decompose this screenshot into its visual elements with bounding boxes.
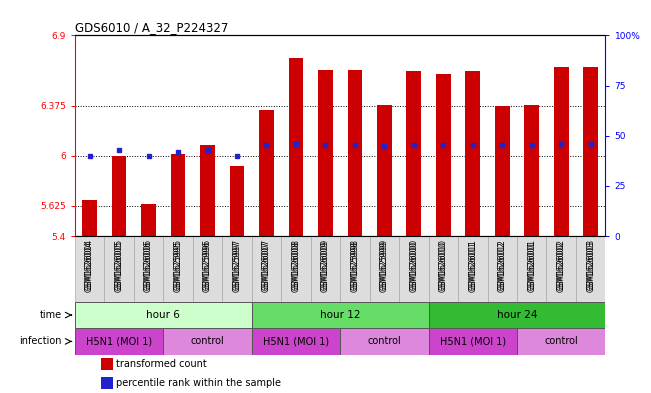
Bar xyxy=(348,70,362,236)
Text: GSM1626009: GSM1626009 xyxy=(321,241,330,292)
Text: GSM1625999: GSM1625999 xyxy=(380,239,389,290)
Text: GSM1626010: GSM1626010 xyxy=(439,241,448,292)
Bar xyxy=(134,236,163,302)
Bar xyxy=(428,302,605,328)
Text: GSM1626001: GSM1626001 xyxy=(527,241,536,292)
Text: GSM1626011: GSM1626011 xyxy=(468,241,477,292)
Text: control: control xyxy=(191,336,225,346)
Text: H5N1 (MOI 1): H5N1 (MOI 1) xyxy=(439,336,506,346)
Bar xyxy=(193,236,222,302)
Bar xyxy=(163,328,252,354)
Text: GSM1626008: GSM1626008 xyxy=(292,241,300,292)
Text: GSM1626007: GSM1626007 xyxy=(262,241,271,292)
Text: hour 6: hour 6 xyxy=(146,310,180,320)
Text: GSM1626008: GSM1626008 xyxy=(292,239,300,290)
Bar xyxy=(230,167,244,236)
Bar xyxy=(517,236,546,302)
Bar xyxy=(311,236,340,302)
Text: GSM1625997: GSM1625997 xyxy=(232,241,242,292)
Text: GSM1626012: GSM1626012 xyxy=(498,241,506,292)
Bar xyxy=(465,72,480,236)
Bar xyxy=(259,110,274,236)
Bar xyxy=(458,236,488,302)
Text: time: time xyxy=(40,310,62,320)
Text: GSM1626004: GSM1626004 xyxy=(85,241,94,292)
Bar xyxy=(104,236,134,302)
Bar xyxy=(82,200,97,236)
Bar xyxy=(399,236,428,302)
Bar xyxy=(141,204,156,236)
Text: GSM1626005: GSM1626005 xyxy=(115,239,124,290)
Bar xyxy=(200,145,215,236)
Text: GSM1625997: GSM1625997 xyxy=(232,239,242,290)
Bar xyxy=(517,328,605,354)
Bar xyxy=(583,68,598,236)
Text: control: control xyxy=(544,336,578,346)
Text: GSM1625996: GSM1625996 xyxy=(203,239,212,290)
Text: GSM1626003: GSM1626003 xyxy=(586,239,595,290)
Bar xyxy=(546,236,576,302)
Text: infection: infection xyxy=(19,336,62,346)
Text: GSM1626009: GSM1626009 xyxy=(321,239,330,290)
Text: GSM1626011: GSM1626011 xyxy=(468,239,477,290)
Text: GSM1626012: GSM1626012 xyxy=(498,239,506,290)
Bar xyxy=(576,236,605,302)
Bar xyxy=(370,236,399,302)
Text: percentile rank within the sample: percentile rank within the sample xyxy=(117,378,281,388)
Bar xyxy=(554,68,568,236)
Text: GSM1625998: GSM1625998 xyxy=(350,239,359,290)
Bar xyxy=(281,236,311,302)
Bar xyxy=(102,376,113,389)
Text: GSM1626004: GSM1626004 xyxy=(85,239,94,290)
Bar xyxy=(288,58,303,236)
Text: GSM1625998: GSM1625998 xyxy=(350,241,359,292)
Text: GSM1626006: GSM1626006 xyxy=(144,239,153,290)
Bar xyxy=(102,358,113,371)
Bar xyxy=(252,236,281,302)
Text: GSM1626005: GSM1626005 xyxy=(115,241,124,292)
Bar xyxy=(436,74,450,236)
Text: GSM1625995: GSM1625995 xyxy=(174,239,182,290)
Text: GSM1626007: GSM1626007 xyxy=(262,239,271,290)
Bar xyxy=(340,236,370,302)
Bar xyxy=(406,72,421,236)
Text: H5N1 (MOI 1): H5N1 (MOI 1) xyxy=(263,336,329,346)
Text: GSM1626002: GSM1626002 xyxy=(557,239,566,290)
Text: GSM1625999: GSM1625999 xyxy=(380,241,389,292)
Text: GSM1626006: GSM1626006 xyxy=(144,241,153,292)
Text: GSM1626000: GSM1626000 xyxy=(409,239,419,290)
Text: transformed count: transformed count xyxy=(117,359,207,369)
Text: GDS6010 / A_32_P224327: GDS6010 / A_32_P224327 xyxy=(75,21,229,34)
Bar xyxy=(428,328,517,354)
Bar xyxy=(428,236,458,302)
Text: GSM1625995: GSM1625995 xyxy=(174,241,182,292)
Text: GSM1625996: GSM1625996 xyxy=(203,241,212,292)
Bar xyxy=(252,328,340,354)
Bar xyxy=(171,154,186,236)
Bar xyxy=(112,156,126,236)
Text: GSM1626010: GSM1626010 xyxy=(439,239,448,290)
Text: control: control xyxy=(367,336,401,346)
Bar xyxy=(252,302,428,328)
Bar xyxy=(75,302,252,328)
Text: GSM1626001: GSM1626001 xyxy=(527,239,536,290)
Bar xyxy=(524,105,539,236)
Text: hour 24: hour 24 xyxy=(497,310,537,320)
Bar xyxy=(222,236,252,302)
Text: GSM1626000: GSM1626000 xyxy=(409,241,419,292)
Bar xyxy=(488,236,517,302)
Text: GSM1626003: GSM1626003 xyxy=(586,241,595,292)
Bar xyxy=(318,70,333,236)
Bar xyxy=(75,236,104,302)
Bar xyxy=(163,236,193,302)
Bar xyxy=(377,105,392,236)
Text: GSM1626002: GSM1626002 xyxy=(557,241,566,292)
Text: hour 12: hour 12 xyxy=(320,310,361,320)
Bar xyxy=(340,328,428,354)
Text: H5N1 (MOI 1): H5N1 (MOI 1) xyxy=(86,336,152,346)
Bar xyxy=(495,106,510,236)
Bar xyxy=(75,328,163,354)
